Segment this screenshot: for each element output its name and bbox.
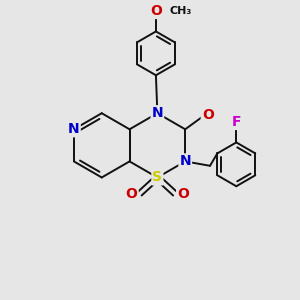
Text: O: O	[126, 187, 138, 200]
Text: O: O	[202, 108, 214, 122]
Text: CH₃: CH₃	[169, 6, 191, 16]
Text: N: N	[152, 106, 163, 120]
Text: S: S	[152, 170, 162, 184]
Text: N: N	[179, 154, 191, 168]
Text: N: N	[68, 122, 80, 136]
Text: O: O	[177, 187, 189, 200]
Text: F: F	[232, 115, 241, 129]
Text: O: O	[150, 4, 162, 18]
